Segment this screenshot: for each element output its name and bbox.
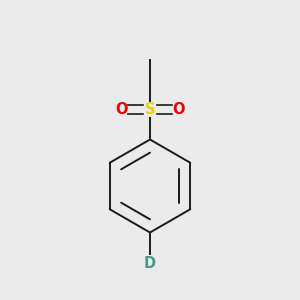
- Text: O: O: [172, 102, 185, 117]
- Text: D: D: [144, 256, 156, 271]
- Text: S: S: [145, 102, 155, 117]
- Text: O: O: [115, 102, 128, 117]
